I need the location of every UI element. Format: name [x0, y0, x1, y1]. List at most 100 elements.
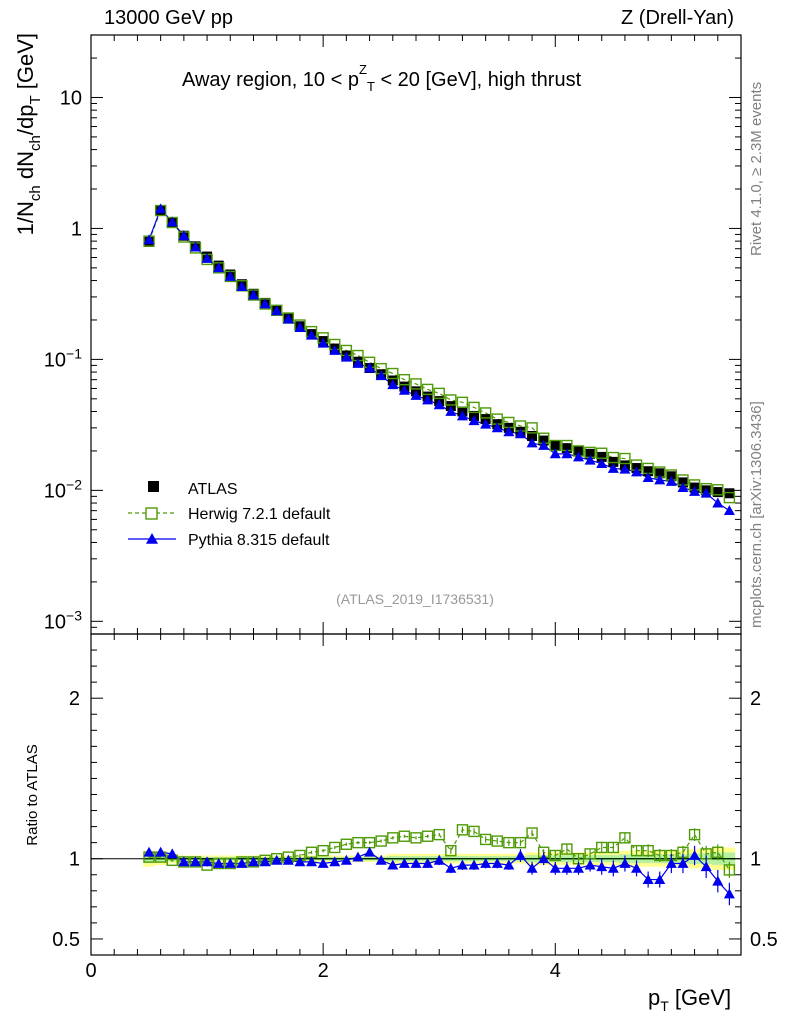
pythia-point: [549, 448, 561, 459]
herwig-point: [607, 451, 620, 464]
pythia-ratio-point: [712, 875, 724, 886]
pythia-point: [491, 422, 503, 433]
pythia-point: [317, 337, 329, 348]
atlas-point: [573, 445, 584, 456]
pythia-point: [607, 462, 619, 473]
herwig-point: [398, 373, 411, 386]
pythia-ratio-point: [654, 874, 666, 884]
pythia-point: [398, 384, 410, 395]
analysis-watermark: (ATLAS_2019_I1736531): [336, 591, 494, 607]
herwig-ratio-point: [479, 833, 492, 846]
atlas-point: [561, 443, 572, 454]
x-tick-label: 2: [318, 960, 329, 982]
pythia-point: [642, 472, 654, 483]
herwig-point: [712, 484, 724, 496]
pythia-ratio-point: [410, 858, 422, 868]
herwig-point: [468, 401, 480, 414]
herwig-ratio-point: [421, 830, 434, 842]
pythia-ratio-point: [596, 861, 608, 872]
pythia-point: [224, 270, 236, 281]
herwig-ratio-point: [340, 838, 353, 850]
rivet-version-label: Rivet 4.1.0, ≥ 2.3M events: [748, 81, 765, 256]
pythia-ratio-point: [271, 854, 283, 865]
herwig-ratio-point: [712, 846, 724, 858]
pythia-point: [480, 418, 492, 429]
pythia-point: [155, 203, 167, 214]
pythia-point: [282, 313, 294, 324]
pythia-ratio-point: [317, 858, 329, 868]
herwig-point: [619, 452, 631, 465]
pythia-point: [248, 289, 259, 300]
pythia-point: [503, 426, 515, 437]
herwig-point: [433, 387, 445, 400]
pythia-point: [677, 482, 689, 492]
pythia-ratio-point: [665, 858, 677, 868]
pythia-point: [456, 410, 468, 421]
pythia-ratio-point: [689, 849, 701, 860]
x-tick-label: 4: [550, 960, 561, 982]
atlas-point: [585, 448, 596, 459]
pythia-line: [148, 207, 730, 512]
pythia-point: [189, 241, 201, 252]
pythia-point: [468, 415, 480, 426]
ratio-y-tick-label-right: 1: [750, 849, 761, 871]
process-label: Z (Drell-Yan): [621, 7, 734, 29]
pythia-ratio-point: [456, 859, 468, 870]
pythia-point: [329, 344, 341, 355]
ratio-y-tick-label-right: 0.5: [750, 929, 778, 951]
pythia-ratio-point: [491, 858, 503, 868]
atlas-point: [643, 466, 654, 477]
y-axis-label: 1/Nch dNch/dpT [GeV]: [13, 33, 44, 235]
pythia-ratio-point: [422, 858, 434, 868]
pythia-ratio-point: [677, 858, 689, 868]
ratio-plot-frame: [90, 633, 742, 956]
legend-atlas-marker: [148, 481, 159, 492]
herwig-ratio-point: [723, 864, 736, 876]
pythia-ratio-point: [549, 862, 561, 873]
y-tick-label: 10: [60, 87, 82, 109]
pythia-ratio-point: [642, 874, 654, 884]
pythia-ratio-point: [329, 856, 341, 867]
herwig-ratio-point: [387, 832, 399, 844]
pythia-ratio-point: [375, 854, 387, 865]
pythia-point: [573, 451, 584, 462]
pythia-point: [526, 437, 538, 448]
herwig-point: [456, 396, 469, 409]
pythia-ratio-point: [189, 856, 201, 867]
herwig-point: [479, 407, 492, 419]
legend-pythia-marker: [146, 533, 158, 544]
herwig-point: [410, 378, 422, 390]
herwig-ratio-point: [433, 828, 445, 841]
y-tick-label: 1: [71, 218, 82, 240]
herwig-ratio-point: [468, 825, 480, 838]
x-axis-label: pT [GeV]: [648, 985, 731, 1014]
pythia-point: [445, 406, 457, 416]
pythia-ratio-point: [306, 856, 318, 867]
pythia-ratio-point: [248, 856, 259, 867]
herwig-ratio-point: [491, 835, 503, 847]
herwig-ratio-point: [630, 844, 643, 857]
x-tick-label: 0: [85, 960, 96, 982]
legend-pythia-label: Pythia 8.315 default: [188, 532, 330, 549]
herwig-point: [445, 394, 457, 406]
pythia-ratio-point: [538, 853, 550, 864]
pythia-ratio-point: [364, 846, 376, 857]
herwig-ratio-point: [410, 832, 422, 844]
pythia-point: [364, 362, 376, 373]
pythia-point: [433, 399, 445, 410]
pythia-point: [352, 358, 364, 368]
pythia-ratio-point: [573, 862, 584, 873]
pythia-point: [375, 370, 387, 381]
pythia-point: [631, 466, 643, 477]
pythia-point: [619, 463, 631, 474]
herwig-ratio-point: [619, 832, 631, 844]
pythia-point: [294, 322, 306, 332]
herwig-ratio-point: [549, 849, 561, 862]
pythia-point: [723, 505, 735, 516]
herwig-ratio-point: [352, 836, 364, 849]
pythia-ratio-point: [340, 854, 352, 865]
herwig-line: [148, 209, 730, 499]
herwig-point: [526, 422, 538, 434]
ratio-y-tick-label: 1: [69, 849, 80, 871]
